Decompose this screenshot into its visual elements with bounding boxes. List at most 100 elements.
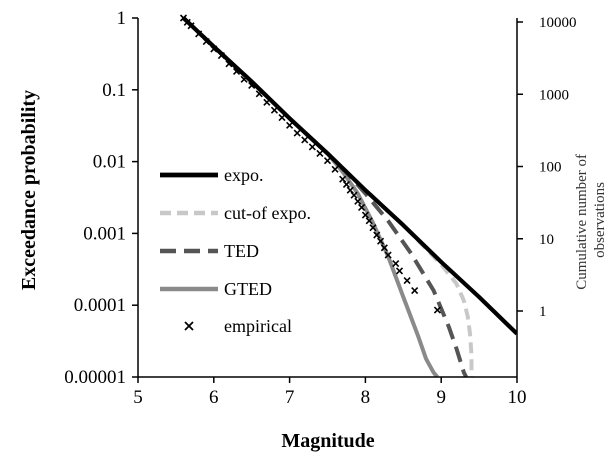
- empirical-point: [248, 81, 256, 90]
- y-tick-label: 0.00001: [64, 367, 126, 388]
- marker-stroke: [369, 224, 377, 232]
- marker-stroke: [316, 149, 324, 157]
- marker-stroke: [384, 251, 392, 259]
- marker-stroke: [395, 267, 404, 275]
- empirical-point: [346, 186, 354, 194]
- x-tick-label: 5: [133, 387, 143, 408]
- empirical-point: [255, 90, 263, 98]
- marker-stroke: [308, 143, 316, 151]
- legend-label: empirical: [224, 316, 292, 336]
- y-tick-label: 0.01: [93, 152, 126, 173]
- marker-stroke: [187, 22, 195, 30]
- empirical-point: [395, 267, 404, 275]
- y-tick-label: 0.0001: [74, 295, 126, 316]
- empirical-point: [217, 51, 225, 60]
- empirical-point: [403, 277, 411, 285]
- y-tick-label: 0.1: [102, 80, 126, 101]
- legend-label: expo.: [224, 165, 264, 185]
- empirical-point: [342, 180, 351, 189]
- empirical-point: [323, 157, 332, 165]
- empirical-point: [361, 211, 369, 219]
- marker-stroke: [232, 67, 241, 76]
- empirical-point: [369, 224, 377, 232]
- legend-marker-empirical: [184, 321, 194, 331]
- empirical-point: [339, 175, 347, 183]
- marker-stroke: [339, 175, 347, 183]
- empirical-point: [293, 129, 301, 137]
- empirical-point: [195, 30, 203, 38]
- axes: 5 6 7 8 9 10 1 0.1 0.01 0.001 0.0001 0.00001 10000 10…: [64, 8, 576, 408]
- series-line: [182, 16, 439, 377]
- x-tick-label: 6: [209, 387, 219, 408]
- y-tick-label: 0.001: [83, 223, 126, 244]
- series-line: [182, 16, 517, 336]
- empirical-point: [354, 197, 362, 205]
- right-tick-label: 1000: [539, 87, 569, 103]
- empirical-point: [433, 306, 441, 314]
- empirical-point: [384, 251, 392, 259]
- empirical-point: [411, 286, 419, 295]
- marker-stroke: [240, 75, 248, 83]
- legend: expo. cut-of expo. TED GTED empirical: [160, 165, 311, 336]
- marker-stroke: [403, 277, 411, 285]
- axis-labels: Magnitude Exceedance probability Cumulat…: [18, 90, 608, 452]
- right-tick-label: 100: [539, 160, 562, 176]
- marker-stroke: [179, 14, 188, 22]
- marker-stroke: [183, 18, 191, 26]
- empirical-point: [240, 75, 248, 83]
- marker-stroke: [195, 30, 203, 38]
- empirical-point: [316, 149, 324, 157]
- empirical-point: [286, 121, 294, 129]
- marker-stroke: [331, 165, 339, 173]
- legend-label: TED: [224, 241, 259, 261]
- x-axis-title: Magnitude: [281, 430, 374, 452]
- empirical-point: [232, 67, 241, 76]
- right-tick-label: 10: [539, 232, 554, 248]
- legend-label: GTED: [224, 279, 272, 299]
- empirical-point: [187, 22, 195, 30]
- marker-stroke: [323, 157, 332, 165]
- marker-stroke: [248, 81, 256, 90]
- legend-label: cut-of expo.: [224, 203, 311, 223]
- marker-stroke: [380, 244, 388, 252]
- empirical-point: [202, 37, 210, 46]
- marker-stroke: [376, 237, 385, 245]
- x-tick-label: 7: [285, 387, 295, 408]
- marker-stroke: [202, 37, 210, 46]
- empirical-point: [358, 203, 366, 211]
- empirical-point: [263, 98, 271, 106]
- empirical-point: [210, 45, 218, 53]
- marker-stroke: [255, 90, 263, 98]
- empirical-point: [392, 260, 400, 268]
- x-tick-label: 9: [436, 387, 446, 408]
- plot-lines: [179, 14, 517, 377]
- empirical-point: [278, 114, 286, 122]
- empirical-point: [270, 106, 279, 114]
- y-axis-title: Exceedance probability: [18, 90, 40, 290]
- empirical-point: [331, 165, 339, 173]
- marker-stroke: [361, 211, 369, 219]
- marker-stroke: [270, 106, 279, 114]
- empirical-point: [380, 244, 388, 252]
- marker-stroke: [365, 217, 373, 225]
- marker-stroke: [286, 121, 294, 129]
- x-tick-label: 8: [361, 387, 371, 408]
- marker-stroke: [411, 286, 419, 295]
- marker-stroke: [210, 45, 218, 53]
- empirical-point: [308, 143, 316, 151]
- empirical-point: [365, 217, 373, 225]
- empirical-point: [225, 60, 233, 68]
- marker-stroke: [392, 260, 400, 268]
- marker-stroke: [354, 197, 362, 205]
- right-axis-title-line-2: observations: [592, 182, 608, 258]
- right-axis-title-line-1: Cumulative number of: [574, 154, 590, 290]
- empirical-point: [350, 191, 358, 199]
- marker-stroke: [293, 129, 301, 137]
- marker-stroke: [350, 191, 358, 199]
- marker-stroke: [301, 136, 309, 144]
- marker-stroke: [278, 114, 286, 122]
- empirical-point: [301, 136, 309, 144]
- marker-stroke: [433, 306, 441, 314]
- marker-stroke: [225, 60, 233, 68]
